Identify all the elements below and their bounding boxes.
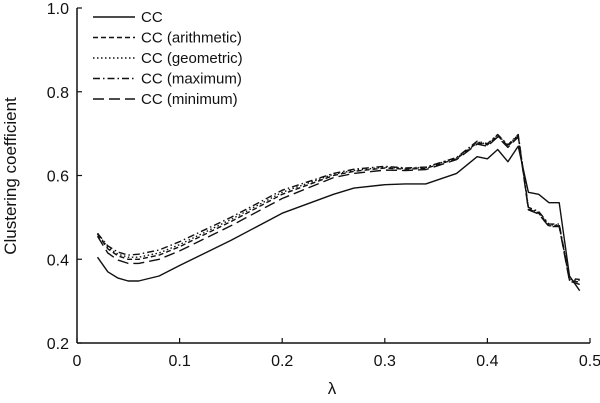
ticks-layer: 0 0.1 0.2 0.3 0.4 0.5 0.2 0.4 0.6 0.8 1.0 [47, 1, 600, 370]
legend-label: CC (minimum) [141, 91, 238, 108]
legend-item-cc-arithmetic: CC (arithmetic) [93, 30, 242, 47]
legend-item-cc-minimum: CC (minimum) [93, 91, 238, 108]
legend-label: CC (arithmetic) [141, 30, 242, 47]
y-tick-label: 0.8 [47, 85, 69, 102]
series-line-cc-maximum [96, 133, 580, 281]
series-line-cc [96, 145, 581, 292]
series-line-cc-geometric [96, 134, 580, 281]
legend-item-cc-geometric: CC (geometric) [93, 50, 243, 67]
x-tick-label: 0.3 [374, 353, 396, 370]
x-tick-label: 0.5 [579, 353, 600, 370]
y-tick-label: 0.2 [47, 336, 69, 353]
x-tick-label: 0 [73, 353, 82, 370]
x-tick-label: 0.2 [271, 353, 293, 370]
y-tick-label: 1.0 [47, 1, 69, 18]
y-tick-label: 0.6 [47, 169, 69, 186]
x-tick-label: 0.4 [476, 353, 498, 370]
legend-label: CC [141, 9, 163, 26]
y-axis-label: Clustering coefficient [1, 97, 20, 255]
y-tick-label: 0.4 [47, 252, 69, 269]
legend-label: CC (maximum) [141, 71, 242, 88]
series-line-cc-minimum [96, 136, 580, 286]
legend-item-cc: CC [93, 9, 163, 26]
x-axis-label: λ [328, 379, 337, 398]
legend: CC CC (arithmetic) CC (geometric) CC (maxim… [93, 9, 243, 108]
legend-item-cc-maximum: CC (maximum) [93, 71, 242, 88]
series-line-cc-arithmetic [96, 135, 580, 283]
series-layer [96, 133, 581, 292]
x-tick-label: 0.1 [168, 353, 190, 370]
legend-label: CC (geometric) [141, 50, 243, 67]
